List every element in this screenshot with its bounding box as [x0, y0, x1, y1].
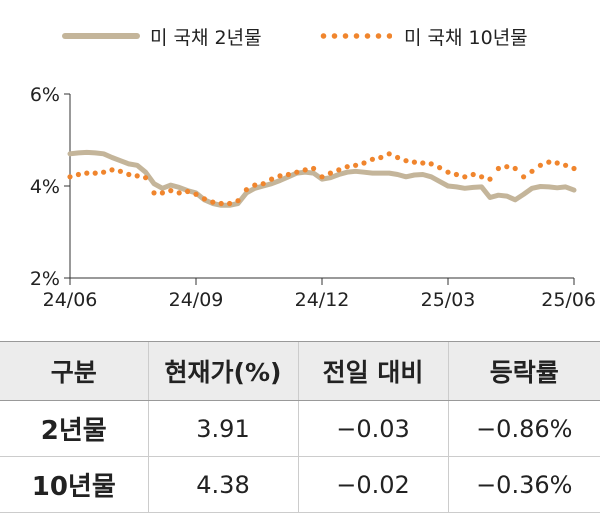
series-10y-point	[109, 167, 115, 173]
legend-line-swatch	[62, 33, 140, 39]
series-10y-point	[252, 182, 258, 188]
series-10y-point	[462, 174, 468, 180]
series-10y-point	[159, 190, 165, 196]
table-row: 10년물 4.38 −0.02 −0.36%	[0, 456, 600, 513]
series-10y-point	[512, 165, 518, 172]
series-10y-point	[243, 187, 249, 193]
series-10y-point	[151, 190, 157, 196]
series-10y-point	[143, 175, 149, 181]
series-10y-point	[411, 159, 417, 165]
series-10y-point	[117, 168, 123, 174]
series-10y-point	[344, 164, 350, 170]
x-tick-label: 25/06	[541, 289, 596, 311]
series-10y-point	[185, 188, 191, 195]
y-tick-label: 2%	[30, 268, 60, 290]
series-10y-point	[134, 173, 140, 179]
series-10y-point	[101, 169, 107, 175]
cell-current-2y: 3.91	[147, 400, 298, 457]
chart-legend: 미 국채 2년물 미 국채 10년물	[0, 18, 600, 54]
series-10y-point	[554, 160, 560, 166]
series-10y-point	[386, 151, 392, 157]
series-10y-point	[201, 196, 207, 202]
header-change: 전일 대비	[297, 341, 448, 401]
series-10y-point	[193, 191, 199, 197]
series-10y-point	[311, 165, 317, 172]
series-10y-point	[537, 162, 544, 168]
series-10y-point	[168, 188, 174, 194]
series-10y-point	[403, 158, 409, 164]
series-10y-point	[470, 171, 476, 178]
series-10y-point	[521, 174, 527, 180]
legend-item-2y: 미 국채 2년물	[62, 18, 262, 54]
row-label-10y: 10년물	[0, 456, 148, 513]
series-10y-point	[75, 171, 81, 178]
x-tick-label: 24/09	[169, 289, 224, 311]
series-10y-point	[285, 171, 291, 178]
series-10y-point	[269, 176, 275, 182]
series-10y-point	[210, 199, 216, 205]
series-10y-point	[218, 200, 224, 207]
legend-dots-swatch	[318, 33, 392, 39]
series-10y-point	[319, 174, 325, 180]
series-10y-point	[369, 156, 375, 162]
series-10y-point	[302, 167, 308, 173]
series-10y-point	[235, 198, 241, 204]
cell-change-10y: −0.02	[297, 456, 448, 513]
row-label-2y: 2년물	[0, 400, 148, 457]
series-10y-point	[361, 160, 367, 166]
y-tick-label: 6%	[30, 84, 60, 106]
x-tick-label: 24/06	[43, 289, 98, 311]
series-10y-point	[84, 170, 90, 176]
series-10y-point	[563, 162, 569, 168]
series-10y-point	[529, 168, 535, 174]
series-10y-point	[428, 161, 434, 167]
series-10y-point	[453, 171, 459, 178]
cell-change-2y: −0.03	[297, 400, 448, 457]
series-10y-point	[395, 154, 401, 161]
table-row: 2년물 3.91 −0.03 −0.86%	[0, 400, 600, 457]
yield-table: 구분 현재가(%) 전일 대비 등락률 2년물 3.91 −0.03 −0.86…	[0, 341, 600, 513]
legend-label-10y: 미 국채 10년물	[404, 26, 528, 49]
y-axis: 2% 4% 6%	[30, 84, 71, 290]
series-10y-point	[420, 160, 426, 166]
series-10y-point	[336, 167, 342, 173]
legend-item-10y: 미 국채 10년물	[318, 18, 528, 54]
series-10y-point	[353, 162, 359, 168]
yield-chart: 2% 4% 6% 24/06 24/09 24/12 25/03 25/06	[30, 84, 596, 311]
x-tick-label: 24/12	[295, 289, 350, 311]
series-10y-point	[479, 174, 485, 180]
series-10y-point	[487, 176, 493, 182]
legend-label-2y: 미 국채 2년물	[150, 26, 262, 49]
series-10y-point	[227, 200, 233, 207]
series-10y-point	[126, 171, 132, 178]
series-10y-point	[92, 170, 98, 176]
series-10y-point	[571, 165, 577, 172]
series-10y-point	[445, 169, 451, 175]
table-header-row: 구분 현재가(%) 전일 대비 등락률	[0, 341, 600, 401]
series-10y-point	[67, 174, 73, 180]
series-10y-point	[546, 159, 552, 165]
series-layer	[67, 149, 577, 208]
y-tick-label: 4%	[30, 176, 60, 198]
cell-rate-10y: −0.36%	[447, 456, 600, 513]
series-10y-point	[378, 154, 384, 161]
cell-current-10y: 4.38	[147, 456, 298, 513]
series-10y-point	[294, 169, 300, 175]
series-10y-point	[277, 173, 283, 179]
series-10y-point	[176, 190, 182, 196]
series-10y-point	[495, 165, 501, 172]
series-10y-point	[437, 165, 443, 171]
x-axis: 24/06 24/09 24/12 25/03 25/06	[43, 277, 596, 311]
series-10y-point	[504, 164, 510, 170]
series-10y-point	[260, 181, 266, 187]
x-tick-label: 25/03	[421, 289, 476, 311]
cell-rate-2y: −0.86%	[447, 400, 600, 457]
series-10y-point	[327, 170, 333, 176]
header-change-rate: 등락률	[447, 341, 600, 401]
header-category: 구분	[0, 341, 148, 401]
header-current-price: 현재가(%)	[147, 341, 298, 401]
